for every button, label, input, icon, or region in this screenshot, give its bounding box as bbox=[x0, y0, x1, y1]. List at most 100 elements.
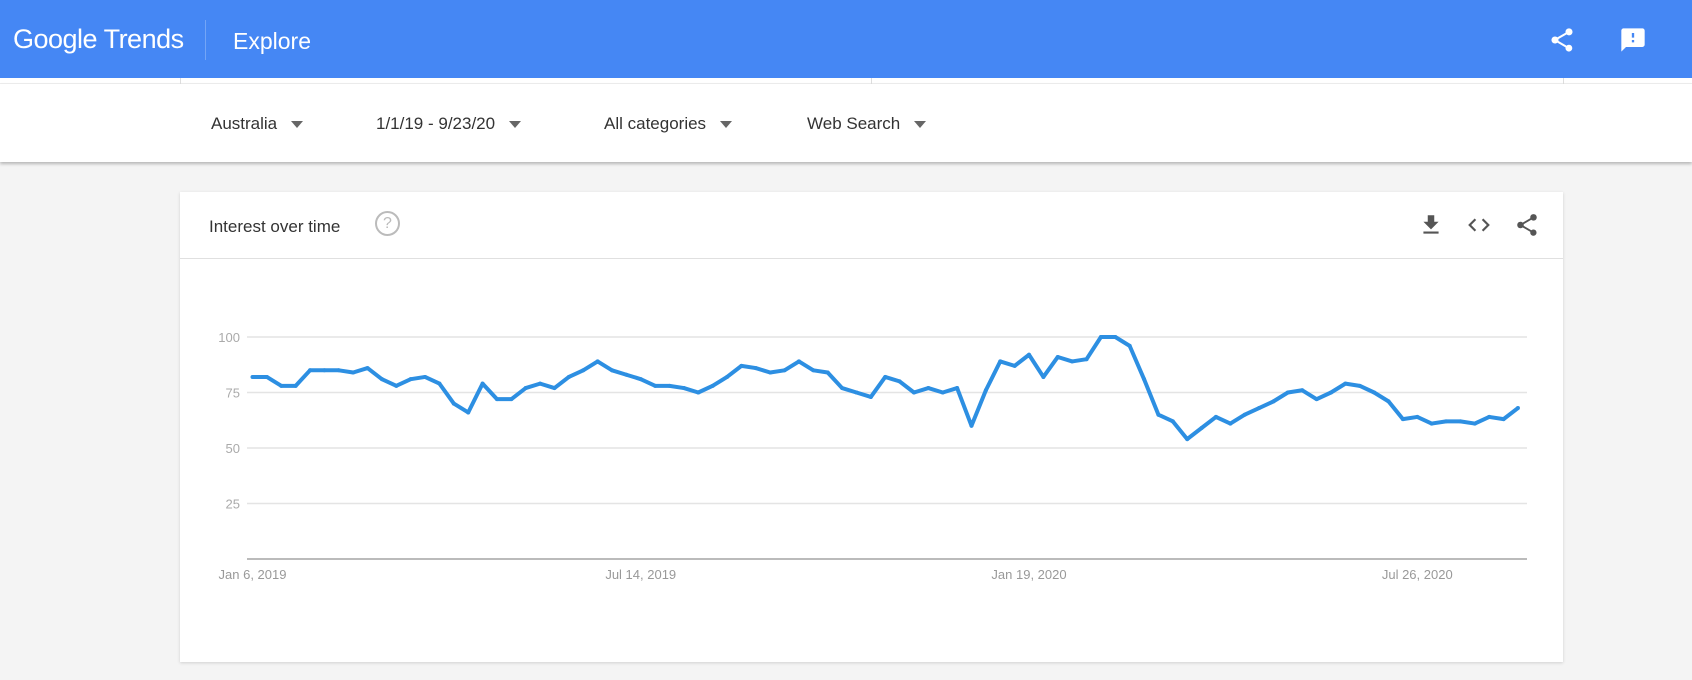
share-icon[interactable] bbox=[1548, 26, 1576, 54]
data-point bbox=[955, 386, 960, 391]
data-point bbox=[423, 374, 428, 379]
card-header: Interest over time ? bbox=[180, 192, 1563, 259]
caret-down-icon bbox=[509, 120, 522, 128]
category-value: All categories bbox=[604, 114, 707, 133]
top-app-bar: Google Trends Explore bbox=[0, 0, 1692, 78]
category-dropdown[interactable]: All categories bbox=[604, 114, 733, 134]
data-point bbox=[523, 386, 528, 391]
data-point bbox=[1070, 359, 1075, 364]
data-point bbox=[753, 366, 758, 371]
y-tick-label: 25 bbox=[226, 497, 240, 512]
data-point bbox=[725, 374, 730, 379]
data-point bbox=[365, 366, 370, 371]
data-point bbox=[566, 374, 571, 379]
x-tick-label: Jan 19, 2020 bbox=[991, 567, 1066, 582]
data-point bbox=[1156, 412, 1161, 417]
data-point bbox=[466, 410, 471, 415]
data-point bbox=[1357, 383, 1362, 388]
data-point bbox=[653, 383, 658, 388]
data-point bbox=[1285, 390, 1290, 395]
data-point bbox=[983, 388, 988, 393]
data-point bbox=[394, 383, 399, 388]
data-point bbox=[408, 377, 413, 382]
data-point bbox=[1444, 419, 1449, 424]
search-type-dropdown[interactable]: Web Search bbox=[807, 114, 927, 134]
data-point bbox=[868, 394, 873, 399]
data-point bbox=[1487, 414, 1492, 419]
data-point bbox=[897, 379, 902, 384]
caret-down-icon bbox=[720, 120, 733, 128]
data-point bbox=[969, 423, 974, 428]
data-point bbox=[1372, 390, 1377, 395]
region-value: Australia bbox=[211, 114, 278, 133]
data-point bbox=[1329, 390, 1333, 395]
data-point bbox=[1098, 335, 1103, 339]
search-type-value: Web Search bbox=[807, 114, 901, 133]
data-point bbox=[940, 390, 945, 395]
caret-down-icon bbox=[291, 120, 304, 128]
search-term-strip bbox=[0, 78, 1692, 84]
data-point bbox=[638, 377, 643, 382]
data-point bbox=[681, 386, 686, 391]
data-point bbox=[696, 390, 701, 395]
date-range-dropdown[interactable]: 1/1/19 - 9/23/20 bbox=[376, 114, 522, 134]
data-point bbox=[1185, 437, 1190, 442]
embed-icon[interactable] bbox=[1466, 212, 1492, 238]
data-point bbox=[451, 401, 456, 406]
data-point bbox=[494, 397, 499, 402]
data-point bbox=[1271, 399, 1276, 404]
data-point bbox=[581, 368, 586, 373]
data-point bbox=[854, 390, 859, 395]
download-icon[interactable] bbox=[1418, 212, 1444, 238]
filter-bar: Australia 1/1/19 - 9/23/20 All categorie… bbox=[0, 84, 1692, 162]
data-point bbox=[437, 381, 442, 386]
interest-line-chart[interactable]: 25 50 75 100 Jan 6, 2019 Jul 14, 2019 Jan 19, … bbox=[180, 259, 1563, 659]
y-tick-label: 100 bbox=[218, 330, 240, 345]
data-point bbox=[1041, 374, 1046, 379]
data-point bbox=[1084, 357, 1089, 362]
x-tick-label: Jul 14, 2019 bbox=[605, 567, 676, 582]
interest-series-line bbox=[252, 335, 1520, 442]
feedback-icon[interactable] bbox=[1619, 26, 1647, 54]
data-point bbox=[552, 386, 557, 391]
x-tick-label: Jan 6, 2019 bbox=[219, 567, 287, 582]
data-point bbox=[1113, 335, 1118, 339]
share-icon[interactable] bbox=[1514, 212, 1540, 238]
data-point bbox=[1127, 343, 1132, 348]
data-point bbox=[840, 386, 845, 391]
header-divider bbox=[205, 20, 206, 60]
data-point bbox=[768, 370, 773, 375]
data-point bbox=[322, 368, 327, 373]
data-point bbox=[1257, 406, 1262, 411]
data-point bbox=[825, 370, 830, 375]
card-title: Interest over time bbox=[209, 217, 341, 236]
data-point bbox=[1515, 406, 1520, 411]
data-point bbox=[710, 383, 715, 388]
data-point bbox=[610, 368, 614, 373]
data-point bbox=[883, 374, 888, 379]
data-point bbox=[1242, 412, 1247, 417]
data-point bbox=[796, 359, 801, 364]
help-icon[interactable]: ? bbox=[375, 211, 400, 236]
y-tick-label: 50 bbox=[226, 441, 240, 456]
data-point bbox=[1228, 421, 1233, 426]
data-point bbox=[1343, 381, 1348, 386]
data-point bbox=[1213, 414, 1218, 419]
data-point bbox=[1199, 426, 1204, 431]
page-title: Explore bbox=[233, 28, 311, 54]
data-point bbox=[1314, 397, 1319, 402]
data-point bbox=[509, 397, 514, 402]
data-point bbox=[1170, 419, 1175, 424]
data-point bbox=[264, 374, 269, 379]
data-point bbox=[1429, 421, 1434, 426]
data-point bbox=[1400, 417, 1405, 422]
data-point bbox=[911, 390, 916, 395]
data-point bbox=[998, 359, 1003, 364]
data-point bbox=[1055, 354, 1060, 359]
data-point bbox=[379, 377, 384, 382]
data-point bbox=[739, 363, 744, 368]
region-dropdown[interactable]: Australia bbox=[211, 114, 304, 134]
data-point bbox=[351, 370, 356, 375]
data-point bbox=[336, 368, 341, 373]
google-trends-logo[interactable]: Google Trends bbox=[13, 24, 184, 54]
